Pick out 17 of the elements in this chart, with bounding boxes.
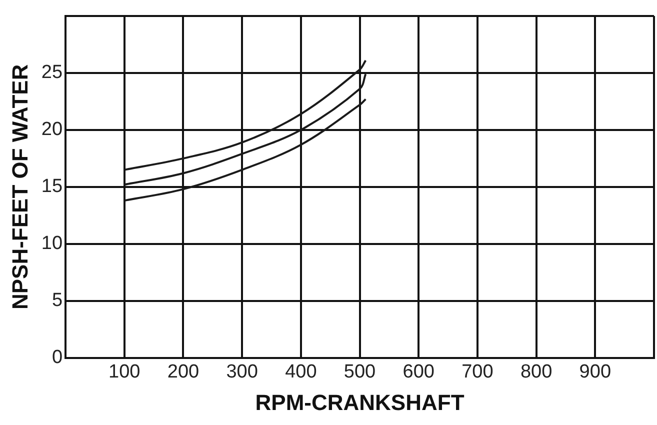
x-tick-label: 700	[462, 361, 494, 382]
x-tick-label: 100	[108, 361, 140, 382]
y-tick-label: 15	[41, 176, 63, 198]
y-tick-label: 5	[52, 290, 63, 312]
y-tick-label: 25	[41, 62, 63, 84]
x-axis-title: RPM-CRANKSHAFT	[255, 390, 465, 415]
x-tick-label: 500	[344, 361, 376, 382]
y-tick-label: 10	[41, 233, 63, 254]
x-tick-label: 800	[520, 361, 552, 382]
x-tick-label: 300	[226, 361, 258, 382]
x-tick-label: 600	[402, 361, 434, 382]
y-tick-label: 0	[52, 347, 63, 368]
x-tick-label: 400	[285, 361, 317, 382]
y-tick-label: 20	[41, 119, 63, 140]
y-axis-title: NPSH-FEET OF WATER	[7, 64, 32, 310]
x-tick-label: 200	[167, 361, 200, 382]
x-tick-label: 900	[579, 361, 612, 382]
